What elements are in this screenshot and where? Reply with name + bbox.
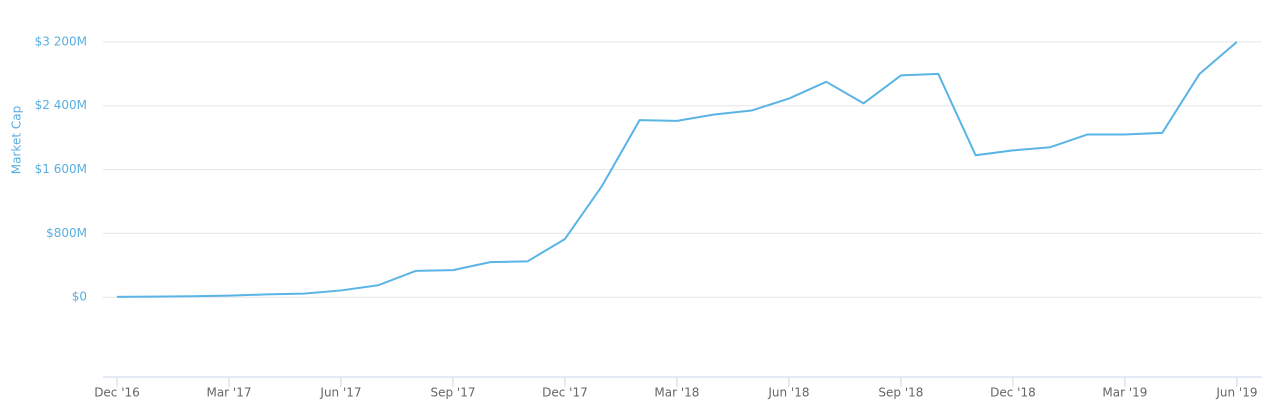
x-tick-label: Mar '19	[1102, 386, 1147, 400]
x-tick-label: Sep '17	[430, 386, 475, 400]
x-tick-label: Mar '17	[206, 386, 251, 400]
y-tick-label: $1 600M	[35, 162, 87, 176]
x-tick-label: Dec '18	[990, 386, 1036, 400]
x-tick-label: Jun '19	[1215, 386, 1257, 400]
y-axis-label: Market Cap	[10, 106, 24, 174]
x-tick-label: Mar '18	[654, 386, 699, 400]
x-tick-label: Dec '17	[542, 386, 588, 400]
line	[116, 41, 1238, 298]
x-tick-label: Dec '16	[94, 386, 140, 400]
y-tick-label: $3 200M	[35, 34, 87, 48]
x-tick-label: Sep '18	[878, 386, 923, 400]
y-tick-label: $800M	[46, 226, 87, 240]
y-tick-label: $0	[72, 290, 87, 304]
x-tick-label: Jun '18	[767, 386, 809, 400]
x-tick-label: Jun '17	[319, 386, 361, 400]
y-tick-label: $2 400M	[35, 98, 87, 112]
